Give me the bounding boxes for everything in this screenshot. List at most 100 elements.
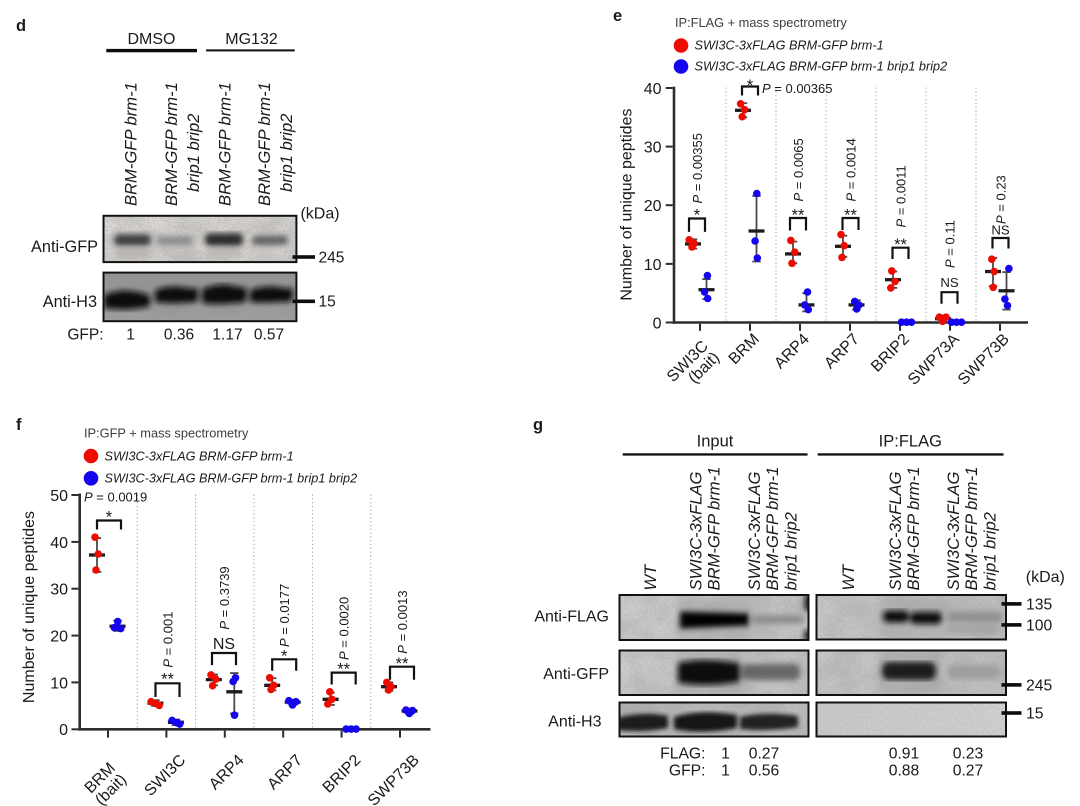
svg-text:(kDa): (kDa) [300, 206, 339, 223]
svg-text:NS: NS [213, 636, 235, 653]
svg-text:0.27: 0.27 [953, 763, 984, 780]
svg-text:245: 245 [1026, 678, 1052, 695]
svg-text:*: * [281, 648, 288, 666]
svg-text:**: ** [337, 661, 350, 679]
svg-text:**: ** [894, 236, 907, 254]
svg-text:SWI3C-3xFLAG BRM-GFP brm-1: SWI3C-3xFLAG BRM-GFP brm-1 [695, 39, 884, 53]
svg-text:brip1 brip2: brip1 brip2 [184, 114, 203, 192]
svg-text:brip1 brip2: brip1 brip2 [980, 512, 999, 590]
svg-text:BRIP2: BRIP2 [868, 331, 913, 376]
svg-text:P = 0.0065: P = 0.0065 [791, 138, 806, 201]
svg-text:10: 10 [50, 675, 68, 692]
svg-text:P = 0.0013: P = 0.0013 [395, 590, 410, 653]
svg-text:WT: WT [839, 563, 858, 591]
svg-text:MG132: MG132 [225, 31, 278, 48]
svg-text:P = 0.0014: P = 0.0014 [843, 138, 858, 201]
svg-text:IP:FLAG: IP:FLAG [879, 433, 942, 451]
svg-text:1: 1 [126, 327, 135, 344]
svg-text:50: 50 [50, 488, 68, 505]
svg-text:0.27: 0.27 [749, 746, 780, 763]
svg-text:SWI3C-3xFLAG BRM-GFP brm-1 bri: SWI3C-3xFLAG BRM-GFP brm-1 brip1 brip2 [695, 60, 948, 74]
svg-text:Anti-H3: Anti-H3 [43, 293, 97, 311]
svg-text:0.23: 0.23 [953, 746, 984, 763]
svg-text:SWI3C-3xFLAG BRM-GFP brm-1 bri: SWI3C-3xFLAG BRM-GFP brm-1 brip1 brip2 [105, 471, 358, 485]
svg-text:g: g [533, 416, 543, 434]
svg-text:SWI3C-3xFLAG: SWI3C-3xFLAG [687, 471, 706, 590]
svg-text:DMSO: DMSO [128, 31, 176, 48]
svg-text:BRIP2: BRIP2 [320, 752, 365, 797]
svg-text:**: ** [792, 207, 805, 225]
svg-text:SWP73B: SWP73B [365, 752, 423, 806]
svg-text:d: d [16, 17, 26, 35]
svg-text:Anti-GFP: Anti-GFP [31, 238, 98, 256]
svg-text:BRM-GFP brm-1: BRM-GFP brm-1 [216, 82, 235, 206]
svg-text:NS: NS [991, 223, 1010, 238]
svg-text:IP:FLAG + mass spectrometry: IP:FLAG + mass spectrometry [675, 15, 847, 30]
svg-text:ARP4: ARP4 [206, 752, 248, 794]
svg-text:SWI3C-3xFLAG: SWI3C-3xFLAG [745, 471, 764, 590]
svg-text:brip1 brip2: brip1 brip2 [781, 512, 800, 590]
svg-text:P = 0.3739: P = 0.3739 [217, 566, 232, 629]
svg-text:0: 0 [59, 722, 68, 739]
svg-text:40: 40 [50, 535, 68, 552]
svg-text:0.91: 0.91 [889, 746, 920, 763]
svg-text:SWI3C-3xFLAG: SWI3C-3xFLAG [944, 471, 963, 590]
svg-text:*: * [694, 206, 701, 224]
svg-text:P = 0.23: P = 0.23 [993, 175, 1008, 224]
svg-text:ARP4: ARP4 [771, 331, 813, 373]
svg-text:BRM-GFP brm-1: BRM-GFP brm-1 [904, 467, 923, 591]
svg-text:P = 0.00365: P = 0.00365 [762, 81, 832, 96]
svg-text:e: e [613, 7, 622, 25]
svg-text:0.88: 0.88 [889, 763, 920, 780]
svg-text:1: 1 [721, 763, 730, 780]
svg-text:Number of unique peptides: Number of unique peptides [618, 109, 635, 301]
svg-text:ARP7: ARP7 [264, 752, 306, 794]
svg-text:**: ** [161, 670, 174, 688]
svg-text:SWP73B: SWP73B [955, 331, 1013, 389]
svg-text:0.56: 0.56 [749, 763, 780, 780]
svg-text:40: 40 [644, 81, 662, 98]
svg-text:P = 0.0019: P = 0.0019 [84, 490, 147, 505]
svg-text:BRM: BRM [726, 331, 763, 368]
svg-text:SWI3C-3xFLAG: SWI3C-3xFLAG [886, 471, 905, 590]
svg-text:IP:GFP + mass spectrometry: IP:GFP + mass spectrometry [84, 426, 249, 441]
svg-text:SWI3C(bait): SWI3C(bait) [664, 338, 723, 397]
svg-text:30: 30 [644, 140, 662, 157]
svg-text:Input: Input [697, 433, 734, 451]
svg-text:15: 15 [319, 294, 336, 311]
svg-text:BRM(bait): BRM(bait) [81, 760, 130, 806]
svg-text:15: 15 [1026, 706, 1044, 723]
svg-text:GFP:: GFP: [669, 763, 706, 780]
svg-text:P = 0.0177: P = 0.0177 [277, 584, 292, 647]
svg-text:FLAG:: FLAG: [660, 746, 705, 763]
svg-text:BRM-GFP brm-1: BRM-GFP brm-1 [962, 467, 981, 591]
svg-text:*: * [747, 77, 754, 95]
svg-text:(kDa): (kDa) [1026, 569, 1065, 586]
svg-text:WT: WT [641, 563, 660, 591]
svg-text:P = 0.11: P = 0.11 [942, 220, 957, 268]
svg-text:brip1 brip2: brip1 brip2 [277, 114, 296, 192]
svg-text:1: 1 [721, 746, 730, 763]
svg-text:135: 135 [1026, 597, 1052, 614]
svg-text:BRM-GFP brm-1: BRM-GFP brm-1 [122, 82, 141, 206]
svg-text:100: 100 [1026, 618, 1052, 635]
svg-text:ARP7: ARP7 [821, 331, 863, 373]
svg-text:Anti-H3: Anti-H3 [548, 714, 601, 731]
svg-text:BRM-GFP brm-1: BRM-GFP brm-1 [162, 82, 181, 206]
svg-text:SWI3C: SWI3C [141, 752, 189, 800]
svg-text:Number of unique peptides: Number of unique peptides [21, 511, 38, 703]
svg-text:Anti-FLAG: Anti-FLAG [534, 609, 609, 626]
svg-text:P = 0.00355: P = 0.00355 [690, 133, 705, 203]
svg-text:SWP73A: SWP73A [905, 331, 963, 389]
svg-text:1.17: 1.17 [212, 327, 242, 344]
svg-text:0.57: 0.57 [254, 327, 284, 344]
svg-text:**: ** [844, 207, 857, 225]
svg-text:GFP:: GFP: [67, 327, 103, 344]
svg-text:P = 0.0011: P = 0.0011 [893, 165, 908, 227]
svg-text:BRM-GFP brm-1: BRM-GFP brm-1 [763, 467, 782, 591]
svg-text:f: f [16, 416, 22, 434]
svg-text:**: ** [396, 655, 409, 673]
svg-text:10: 10 [644, 257, 662, 274]
svg-text:0.36: 0.36 [164, 327, 194, 344]
svg-text:NS: NS [940, 275, 959, 290]
